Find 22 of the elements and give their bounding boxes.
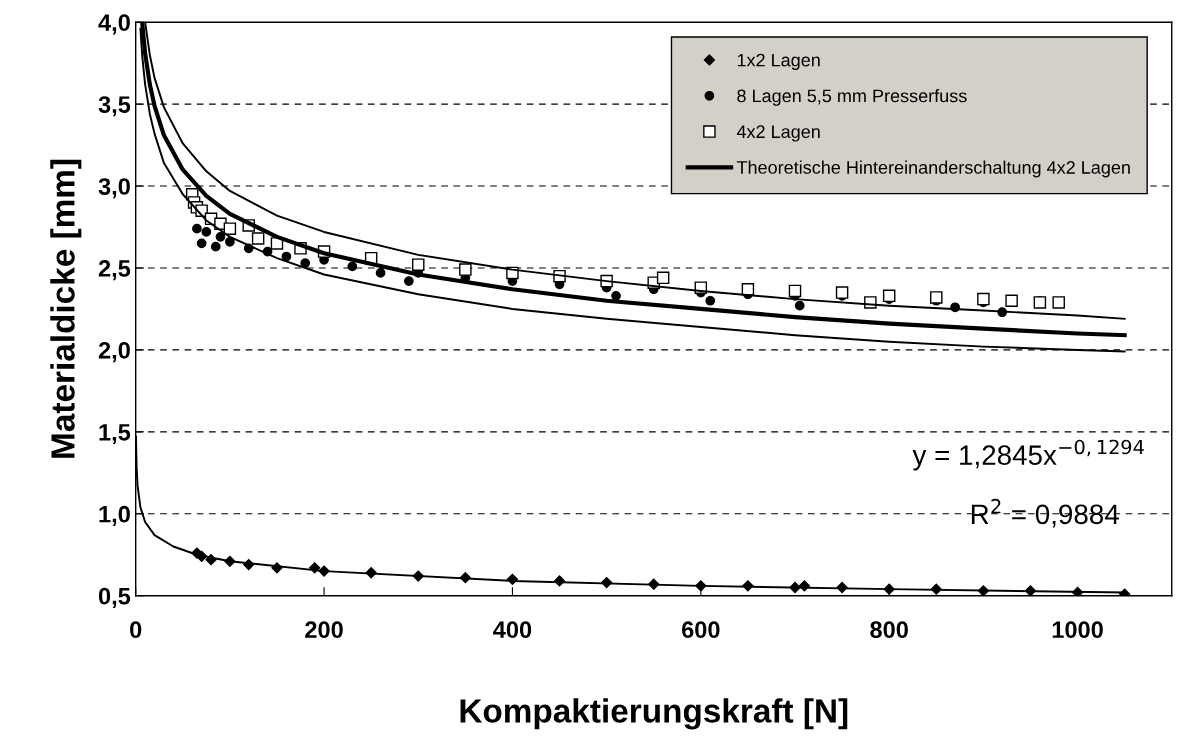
legend-label: Theoretische Hintereinanderschaltung 4x2 Lagen — [736, 160, 1130, 178]
y-tick-label: 1,0 — [99, 505, 130, 526]
legend-label: 8 Lagen 5,5 mm Presserfuss — [737, 89, 967, 106]
x-tick-label: 400 — [493, 621, 532, 639]
y-tick-label: 2,5 — [98, 260, 131, 281]
legend-label: 1x2 Lagen — [737, 53, 820, 71]
x-tick-label: 0 — [130, 621, 142, 639]
x-tick-label: 200 — [305, 621, 343, 639]
annotation: y = 1,2845x$^{−0,1294}$ — [912, 439, 1144, 471]
annotation: R$^{2}$ = 0,9884 — [971, 498, 1119, 528]
y-tick-label: 1,5 — [99, 424, 131, 445]
y-tick-label: 2,0 — [98, 341, 130, 363]
y-tick-label: 3,5 — [98, 96, 131, 117]
y-axis-title: Materialdicke [mm] — [50, 159, 82, 458]
y-tick-label: 4,0 — [98, 14, 130, 35]
y-tick-label: 0,5 — [98, 587, 131, 608]
x-tick-label: 600 — [681, 621, 720, 639]
legend-label: 4x2 Lagen — [736, 125, 820, 142]
x-axis-title: Kompaktierungskraft [N] — [460, 698, 848, 730]
y-tick-label: 3,0 — [98, 178, 130, 199]
x-tick-label: 1000 — [1052, 621, 1103, 639]
x-tick-label: 800 — [870, 621, 908, 639]
